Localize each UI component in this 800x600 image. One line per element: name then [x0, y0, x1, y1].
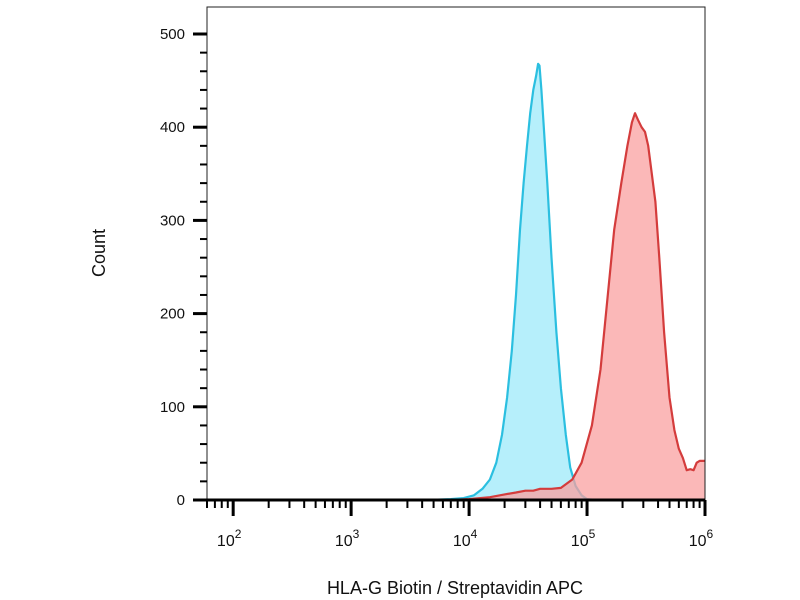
y-tick-label: 100	[160, 399, 185, 416]
y-tick-label: 300	[160, 212, 185, 229]
x-axis: 102 103 104 105 106	[206, 498, 714, 550]
y-axis-title: Count	[89, 229, 109, 277]
y-tick-label: 200	[160, 306, 185, 323]
series-layer	[207, 62, 705, 502]
x-tick-label: 106	[689, 527, 714, 550]
x-tick-label: 103	[335, 527, 360, 550]
y-tick-label: 400	[160, 119, 185, 136]
y-tick-label: 500	[160, 26, 185, 43]
y-axis: 0 100 200 300 400 500	[160, 26, 207, 509]
x-axis-title: HLA-G Biotin / Streptavidin APC	[327, 578, 583, 598]
x-tick-label: 102	[217, 527, 242, 550]
series-1-line	[207, 62, 705, 502]
series-2-area	[207, 113, 705, 500]
x-tick-label: 104	[453, 527, 478, 550]
y-tick-label: 0	[177, 492, 185, 509]
series-2-line	[207, 112, 705, 502]
x-tick-label: 105	[571, 527, 596, 550]
